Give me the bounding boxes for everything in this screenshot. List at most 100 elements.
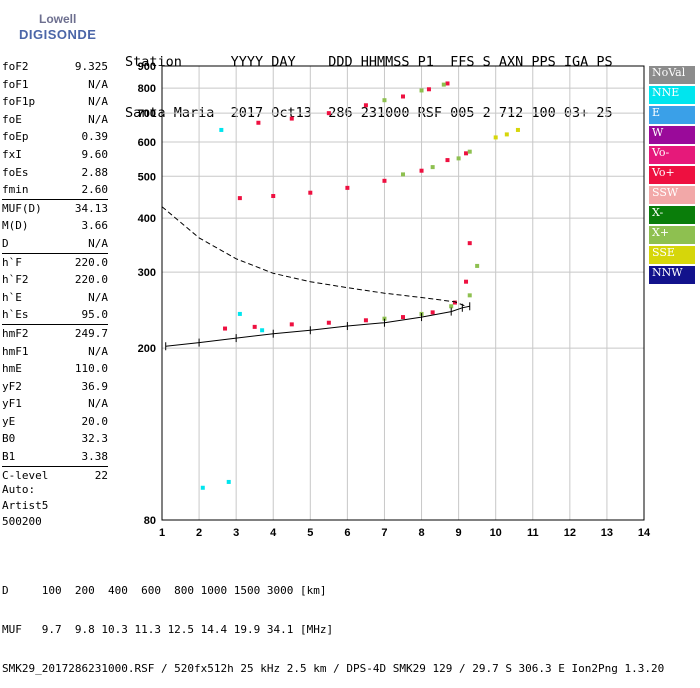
data-point	[456, 156, 461, 161]
param-row: h`F2 220.0	[2, 271, 108, 289]
x-tick-label: 1	[159, 527, 165, 539]
param-name: D	[2, 236, 9, 250]
data-point	[493, 135, 498, 140]
y-tick-label: 300	[138, 267, 156, 279]
data-point	[223, 326, 228, 331]
legend-item-w: W	[649, 126, 695, 146]
param-value: N/A	[88, 95, 108, 109]
x-tick-label: 6	[344, 527, 350, 539]
code-label: 500200	[2, 515, 42, 528]
data-point	[382, 98, 387, 103]
param-row: B1 3.38	[2, 448, 108, 466]
param-value: 95.0	[81, 308, 109, 322]
x-tick-label: 12	[564, 527, 576, 539]
param-value: N/A	[88, 397, 108, 411]
param-value: 2.88	[81, 165, 109, 179]
x-tick-label: 9	[456, 527, 462, 539]
param-row: h`E N/A	[2, 289, 108, 307]
param-name: foF2	[2, 60, 29, 73]
footer-distance: D 100 200 400 600 800 1000 1500 3000 [km…	[2, 584, 327, 597]
data-point	[271, 194, 276, 199]
param-name: h`E	[2, 290, 22, 304]
footer-file: SMK29_2017286231000.RSF / 520fx512h 25 k…	[2, 662, 665, 675]
param-name: foF1	[2, 77, 29, 91]
param-name: C-level	[2, 468, 49, 482]
param-row: foF1p N/A	[2, 93, 108, 111]
x-tick-label: 3	[233, 527, 239, 539]
logo-line1: Lowell	[39, 12, 77, 26]
param-value: N/A	[88, 77, 108, 91]
param-value: 220.0	[74, 273, 108, 287]
param-name: M(D)	[2, 219, 29, 233]
data-point	[382, 316, 387, 321]
x-tick-label: 11	[527, 527, 539, 539]
param-value: 110.0	[74, 362, 108, 376]
param-name: h`Es	[2, 308, 29, 322]
data-point	[363, 318, 368, 323]
data-point	[345, 185, 350, 190]
x-tick-label: 8	[418, 527, 424, 539]
data-point	[308, 190, 313, 195]
param-name: hmE	[2, 362, 22, 376]
data-point	[237, 196, 242, 201]
param-name: h`F	[2, 255, 22, 269]
data-point	[252, 324, 257, 329]
param-row: D N/A	[2, 235, 108, 253]
param-value: N/A	[88, 236, 108, 250]
data-point	[467, 241, 472, 246]
x-tick-label: 4	[270, 527, 277, 539]
footer: D 100 200 400 600 800 1000 1500 3000 [km…	[2, 558, 664, 688]
data-point	[326, 111, 331, 116]
param-value: 9.325	[74, 60, 108, 73]
data-point	[401, 172, 405, 177]
data-point	[452, 300, 457, 305]
data-point	[363, 103, 368, 108]
data-point	[475, 263, 480, 268]
data-point	[445, 81, 450, 86]
x-tick-label: 5	[307, 527, 313, 539]
logo-line2: DIGISONDE	[19, 27, 97, 42]
y-tick-label: 500	[138, 171, 156, 183]
legend-item-noval: NoVal	[649, 66, 695, 86]
legend-item-ssw: SSW	[649, 186, 695, 206]
param-row: h`Es 95.0	[2, 306, 108, 324]
legend-item-x: X-	[649, 206, 695, 226]
y-tick-label: 700	[138, 108, 156, 120]
param-row: foF1 N/A	[2, 76, 108, 94]
param-name: h`F2	[2, 273, 29, 287]
y-tick-label: 200	[138, 343, 156, 355]
logo: Lowell DIGISONDE	[6, 8, 116, 48]
param-row: hmF1 N/A	[2, 343, 108, 361]
data-point	[419, 168, 424, 173]
data-point	[467, 149, 472, 154]
param-row: yF1 N/A	[2, 395, 108, 413]
param-row: yE 20.0	[2, 413, 108, 431]
data-point	[382, 178, 387, 183]
data-point	[464, 151, 469, 156]
legend-item-vo: Vo+	[649, 166, 695, 186]
param-value: 9.60	[81, 147, 109, 161]
param-name: fxI	[2, 147, 22, 161]
data-point	[226, 479, 231, 484]
plot-frame	[161, 65, 645, 521]
y-tick-label: 800	[138, 83, 156, 95]
param-row: foEp 0.39	[2, 128, 108, 146]
legend-item-x: X+	[649, 226, 695, 246]
param-name: fmin	[2, 183, 29, 197]
param-value: 36.9	[81, 379, 109, 393]
param-row: MUF(D) 34.13	[2, 198, 108, 218]
y-tick-label: 400	[138, 213, 156, 225]
param-name: hmF2	[2, 326, 29, 340]
profile-curve	[161, 206, 467, 307]
param-row: hmF2 249.7	[2, 323, 108, 343]
param-row: fxI 9.60	[2, 146, 108, 164]
param-value: 3.38	[81, 450, 109, 464]
data-point	[426, 87, 431, 92]
data-point	[326, 320, 331, 325]
param-value: N/A	[88, 112, 108, 126]
data-point	[401, 315, 405, 320]
param-row: foE N/A	[2, 111, 108, 129]
data-point	[200, 485, 205, 490]
param-name: foE	[2, 112, 22, 126]
data-point	[504, 132, 509, 137]
